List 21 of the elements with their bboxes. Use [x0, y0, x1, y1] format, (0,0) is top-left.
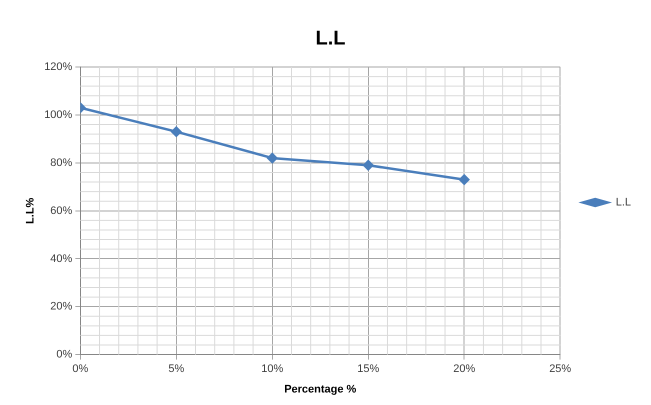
- y-tick-label: 0%: [56, 348, 73, 361]
- y-tick-label: 80%: [50, 156, 73, 169]
- x-tick-label: 5%: [168, 363, 184, 376]
- point: [458, 174, 470, 186]
- y-tick-label: 120%: [44, 61, 73, 74]
- x-axis-title: Percentage %: [284, 383, 357, 396]
- x-tick-label: 0%: [72, 363, 88, 376]
- point: [362, 160, 374, 171]
- x-tick-label: 25%: [549, 363, 572, 376]
- x-tick-label: 10%: [261, 363, 284, 376]
- point: [170, 126, 182, 138]
- y-tick-label: 60%: [50, 204, 73, 217]
- point: [266, 152, 278, 164]
- x-tick-label: 20%: [453, 363, 476, 376]
- y-tick-label: 100%: [44, 108, 73, 121]
- y-axis-title: L.L%: [24, 197, 37, 224]
- x-tick-label: 15%: [357, 363, 380, 376]
- y-tick-label: 20%: [50, 300, 73, 313]
- y-tick-label: 40%: [50, 252, 73, 265]
- legend-label: L.L: [616, 196, 632, 209]
- chart-title: L.L: [316, 28, 346, 50]
